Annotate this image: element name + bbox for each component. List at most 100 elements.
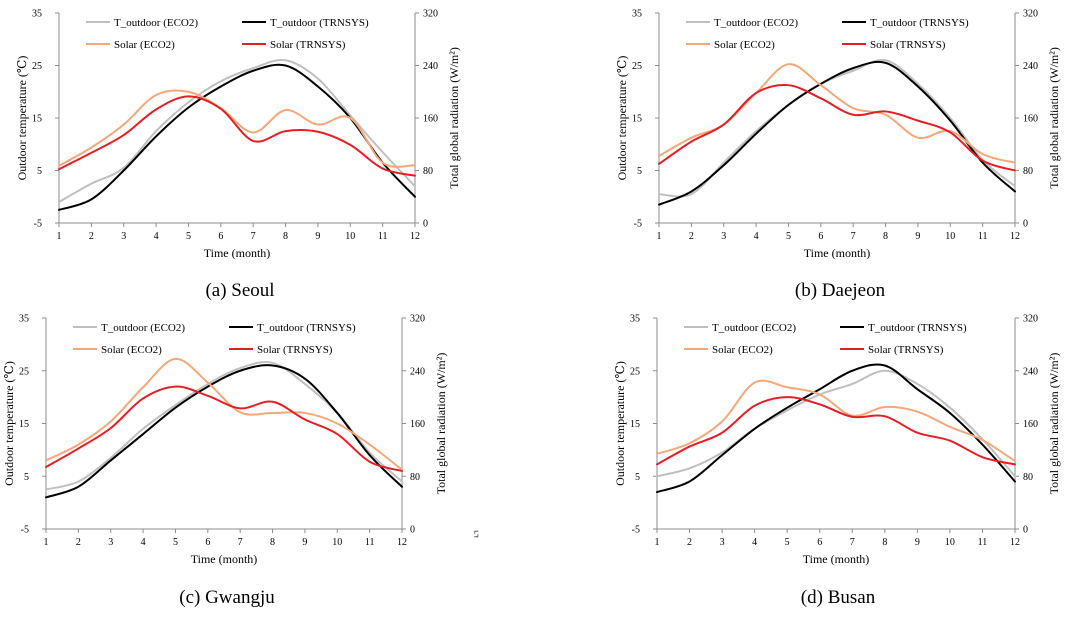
y-right-tick-label: 0 [1023, 219, 1028, 230]
y-left-tick-label: 5 [24, 472, 29, 483]
series-line-t-outdoor-trnsys [58, 63, 416, 211]
y-left-tick-label: 15 [632, 114, 642, 125]
series-line-t-outdoor-eco2 [58, 58, 416, 203]
x-tick-label: 7 [851, 231, 856, 242]
legend-label-solar-eco2: Solar (ECO2) [101, 344, 162, 356]
series-line-t-outdoor-eco2 [658, 58, 1016, 198]
x-tick-label: 8 [283, 231, 288, 242]
legend-label-t-outdoor-trnsys: T_outdoor (TRNSYS) [870, 17, 969, 29]
x-tick-label: 4 [141, 537, 146, 548]
x-tick-label: 9 [915, 537, 920, 548]
y-right-tick-label: 80 [1023, 166, 1033, 177]
series-line-t-outdoor-trnsys [658, 60, 1016, 206]
y-left-tick-label: 5 [37, 166, 42, 177]
panel-caption: (d) Busan [801, 587, 876, 608]
series-line-solar-eco2 [658, 63, 1016, 164]
series-line-solar-eco2 [58, 89, 416, 168]
y-left-tick-label: -5 [34, 219, 42, 230]
x-tick-label: 7 [238, 537, 243, 548]
y-right-axis-label: Total global radiation (W/m²) [1047, 353, 1061, 495]
y-left-tick-label: 35 [630, 314, 640, 325]
x-tick-label: 7 [251, 231, 256, 242]
stray-mark: ᄓ [467, 528, 481, 540]
y-left-tick-label: 35 [19, 314, 29, 325]
legend-label-solar-eco2: Solar (ECO2) [714, 39, 775, 51]
x-tick-label: 9 [915, 231, 920, 242]
legend-label-t-outdoor-trnsys: T_outdoor (TRNSYS) [257, 322, 356, 334]
panel-d: 1 2 3 4 5 6 7 8 9 10 11 12-55152535080160240320Time… [613, 314, 1061, 609]
x-axis-label: Time (month) [803, 552, 870, 566]
legend-label-solar-trnsys: Solar (TRNSYS) [868, 344, 944, 356]
y-left-axis-label: Outdoor temperature (℃) [15, 56, 29, 181]
y-right-tick-label: 240 [1023, 366, 1038, 377]
x-tick-label: 4 [752, 537, 757, 548]
y-right-tick-label: 320 [410, 314, 425, 325]
x-tick-label: 5 [786, 231, 791, 242]
x-tick-label: 7 [850, 537, 855, 548]
y-left-tick-label: -5 [634, 219, 642, 230]
x-tick-label: 3 [721, 231, 726, 242]
y-left-axis-label: Outdoor temperature (℃) [615, 56, 629, 181]
y-right-tick-label: 320 [423, 9, 438, 20]
legend-label-solar-eco2: Solar (ECO2) [712, 344, 773, 356]
x-tick-label: 5 [186, 231, 191, 242]
y-left-tick-label: 25 [632, 61, 642, 72]
y-right-tick-label: 0 [1023, 525, 1028, 536]
y-left-tick-label: 15 [19, 419, 29, 430]
y-right-tick-label: 0 [423, 219, 428, 230]
x-tick-label: 5 [785, 537, 790, 548]
y-right-tick-label: 80 [1023, 472, 1033, 483]
series-line-solar-trnsys [656, 396, 1016, 466]
x-tick-label: 8 [883, 231, 888, 242]
x-tick-label: 2 [687, 537, 692, 548]
panel-c: 1 2 3 4 5 6 7 8 9 10 11 12-55152535080160240320Time… [2, 314, 448, 609]
x-tick-label: 3 [121, 231, 126, 242]
series-line-solar-trnsys [45, 385, 403, 472]
y-right-tick-label: 320 [1023, 314, 1038, 325]
x-tick-label: 10 [945, 537, 955, 548]
x-tick-label: 8 [882, 537, 887, 548]
y-right-tick-label: 0 [410, 525, 415, 536]
panel-caption: (b) Daejeon [795, 280, 886, 301]
x-tick-label: 12 [410, 231, 420, 242]
legend-label-t-outdoor-trnsys: T_outdoor (TRNSYS) [868, 322, 967, 334]
y-right-tick-label: 160 [423, 114, 438, 125]
x-axis-label: Time (month) [191, 552, 258, 566]
x-tick-label: 6 [218, 231, 223, 242]
x-tick-label: 2 [689, 231, 694, 242]
legend-label-solar-eco2: Solar (ECO2) [114, 39, 175, 51]
legend-label-solar-trnsys: Solar (TRNSYS) [257, 344, 333, 356]
x-tick-label: 12 [1010, 231, 1020, 242]
x-tick-label: 11 [978, 231, 988, 242]
y-left-tick-label: 5 [637, 166, 642, 177]
y-left-tick-label: 25 [32, 61, 42, 72]
series-line-t-outdoor-trnsys [45, 364, 403, 499]
series-line-t-outdoor-trnsys [656, 363, 1016, 494]
y-right-axis-label: Total global radiation (W/m²) [447, 47, 461, 189]
x-tick-label: 3 [108, 537, 113, 548]
x-axis-label: Time (month) [804, 246, 871, 260]
x-tick-label: 4 [154, 231, 159, 242]
y-right-axis-label: Total global radiation (W/m²) [1047, 47, 1061, 189]
series-line-solar-trnsys [58, 95, 416, 177]
x-tick-label: 9 [302, 537, 307, 548]
x-tick-label: 3 [720, 537, 725, 548]
legend-label-t-outdoor-eco2: T_outdoor (ECO2) [101, 322, 185, 334]
y-left-axis-label: Outdoor temperature (℃) [2, 361, 16, 486]
y-right-tick-label: 80 [423, 166, 433, 177]
legend-label-t-outdoor-eco2: T_outdoor (ECO2) [714, 17, 798, 29]
x-tick-label: 5 [173, 537, 178, 548]
y-left-tick-label: 15 [32, 114, 42, 125]
x-tick-label: 8 [270, 537, 275, 548]
x-tick-label: 9 [315, 231, 320, 242]
y-right-axis-label: Total global radiation (W/m²) [434, 353, 448, 495]
y-right-tick-label: 240 [410, 366, 425, 377]
x-tick-label: 10 [345, 231, 355, 242]
x-tick-label: 6 [205, 537, 210, 548]
x-tick-label: 10 [945, 231, 955, 242]
x-tick-label: 6 [817, 537, 822, 548]
series-line-t-outdoor-eco2 [656, 369, 1016, 478]
x-tick-label: 11 [365, 537, 375, 548]
